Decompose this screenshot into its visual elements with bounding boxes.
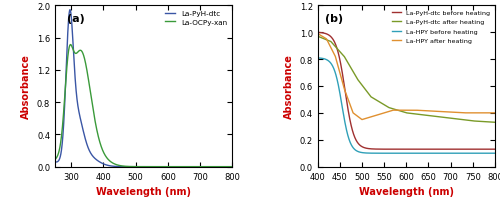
La-OCPy-xan: [52, 158, 58, 161]
La-PyH-dtc: [67, 9, 73, 12]
La-PyH-dtc before heating: [436, 148, 442, 151]
La-OCPy-xan: [224, 166, 230, 168]
La-OCPy-xan: [134, 166, 140, 168]
La-HPY before heating: [453, 152, 459, 155]
La-PyH-dtc: [224, 166, 230, 168]
Y-axis label: Absorbance: Absorbance: [22, 54, 32, 119]
La-HPY after heating: [453, 112, 459, 114]
La-OCPy-xan: [224, 166, 230, 168]
Line: La-HPY before heating: La-HPY before heating: [318, 59, 495, 153]
La-PyH-dtc after heating: [314, 36, 320, 38]
La-PyH-dtc: [224, 166, 230, 168]
La-HPY before heating: [392, 152, 398, 155]
La-OCPy-xan: [230, 166, 235, 168]
X-axis label: Wavelength (nm): Wavelength (nm): [359, 186, 454, 196]
Legend: La-PyH-dtc before heating, La-PyH-dtc after heating, La-HPY before heating, La-H: La-PyH-dtc before heating, La-PyH-dtc af…: [390, 9, 492, 45]
La-OCPy-xan: [61, 106, 67, 108]
La-PyH-dtc: [52, 161, 58, 163]
Line: La-OCPy-xan: La-OCPy-xan: [55, 45, 233, 167]
La-PyH-dtc after heating: [386, 107, 392, 109]
Y-axis label: Absorbance: Absorbance: [284, 54, 294, 119]
La-OCPy-xan: [138, 166, 144, 168]
Line: La-PyH-dtc: La-PyH-dtc: [55, 11, 233, 167]
La-PyH-dtc before heating: [456, 148, 462, 151]
La-HPY after heating: [393, 109, 399, 112]
La-PyH-dtc after heating: [332, 46, 338, 49]
La-HPY before heating: [314, 57, 320, 60]
La-PyH-dtc: [61, 116, 67, 119]
La-PyH-dtc before heating: [392, 148, 398, 151]
Line: La-PyH-dtc after heating: La-PyH-dtc after heating: [318, 37, 495, 123]
La-PyH-dtc before heating: [492, 148, 498, 151]
Text: (a): (a): [68, 14, 85, 24]
La-HPY before heating: [436, 152, 442, 155]
La-PyH-dtc after heating: [456, 118, 462, 121]
La-HPY after heating: [436, 111, 442, 113]
La-PyH-dtc before heating: [314, 32, 320, 34]
La-PyH-dtc before heating: [332, 44, 338, 47]
La-HPY before heating: [456, 152, 462, 155]
La-PyH-dtc after heating: [453, 118, 459, 121]
La-PyH-dtc before heating: [453, 148, 459, 151]
La-PyH-dtc before heating: [386, 148, 392, 151]
La-HPY before heating: [332, 74, 338, 76]
La-HPY before heating: [491, 152, 497, 155]
La-PyH-dtc: [134, 166, 140, 168]
La-PyH-dtc after heating: [392, 109, 398, 111]
La-HPY after heating: [492, 112, 498, 115]
X-axis label: Wavelength (nm): Wavelength (nm): [96, 186, 191, 196]
La-PyH-dtc: [192, 166, 198, 168]
La-HPY before heating: [386, 152, 392, 155]
La-HPY before heating: [492, 152, 498, 155]
Line: La-PyH-dtc before heating: La-PyH-dtc before heating: [318, 33, 495, 149]
La-HPY after heating: [456, 112, 462, 114]
La-PyH-dtc after heating: [492, 122, 498, 124]
La-PyH-dtc: [230, 166, 235, 168]
Legend: La-PyH-dtc, La-OCPy-xan: La-PyH-dtc, La-OCPy-xan: [163, 10, 229, 27]
Text: (b): (b): [324, 14, 343, 24]
Line: La-HPY after heating: La-HPY after heating: [318, 34, 495, 120]
La-PyH-dtc after heating: [436, 116, 442, 118]
La-HPY after heating: [314, 33, 320, 35]
La-HPY after heating: [359, 119, 365, 121]
La-HPY after heating: [386, 110, 392, 113]
La-OCPy-xan: [68, 44, 73, 47]
La-HPY after heating: [332, 57, 338, 60]
La-OCPy-xan: [192, 166, 198, 168]
La-PyH-dtc: [138, 166, 144, 168]
